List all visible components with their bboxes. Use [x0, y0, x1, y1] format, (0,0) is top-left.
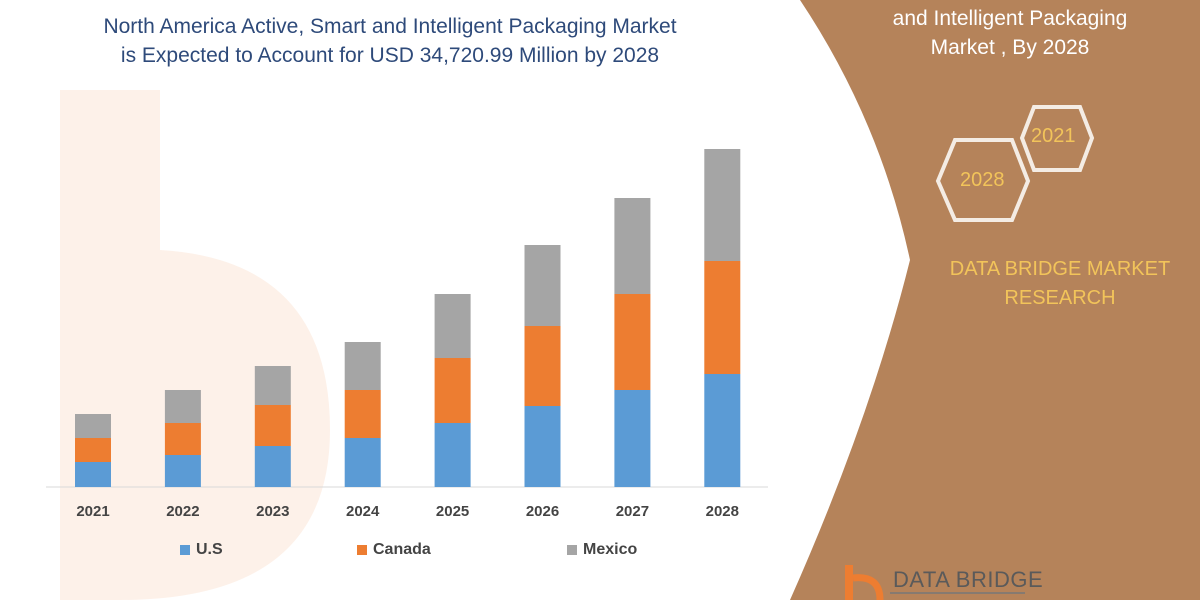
brand-name: DATA BRIDGE MARKET RESEARCH	[920, 255, 1200, 313]
bar-mexico-2021	[75, 414, 111, 438]
bar-canada-2024	[344, 390, 381, 438]
title-line-2: is Expected to Account for USD 34,720.99…	[120, 44, 660, 67]
bar-mexico-2027	[614, 198, 651, 294]
hex-label-end: 2028	[960, 169, 1005, 191]
brand-line-1: DATA BRIDGE MARKET	[949, 258, 1171, 280]
legend-item: Mexico	[567, 541, 637, 559]
bar-us-2025	[434, 423, 471, 487]
side-title-line-2: Market , By 2028	[930, 36, 1090, 59]
side-title: and Intelligent Packaging Market , By 20…	[860, 4, 1160, 62]
hex-2028-icon	[935, 138, 1031, 222]
legend-swatch	[567, 545, 577, 555]
logo-text: DATA BRIDGE	[893, 567, 1044, 592]
legend-label: Mexico	[583, 541, 638, 558]
x-tick-label: 2025	[435, 503, 470, 520]
bar-canada-2026	[524, 326, 561, 406]
bar-canada-2025	[434, 358, 471, 423]
legend-swatch	[357, 545, 367, 555]
bar-canada-2027	[614, 294, 651, 390]
legend-item: Canada	[357, 541, 431, 559]
hex-2021-icon	[1019, 105, 1095, 172]
bar-mexico-2028	[704, 149, 741, 261]
side-title-line-1: and Intelligent Packaging	[892, 7, 1128, 30]
side-panel	[790, 0, 1200, 600]
logo-icon	[845, 565, 1025, 600]
x-tick-label: 2027	[615, 503, 650, 520]
x-tick-label: 2028	[705, 503, 739, 520]
bar-us-2027	[614, 390, 651, 487]
x-tick-label: 2026	[525, 503, 560, 520]
bar-mexico-2026	[524, 245, 561, 326]
x-tick-label: 2024	[346, 503, 380, 520]
title-line-1: North America Active, Smart and Intellig…	[103, 15, 677, 38]
legend-item: U.S	[180, 541, 223, 559]
bar-canada-2021	[75, 438, 111, 462]
x-tick-label: 2021	[76, 503, 110, 520]
bar-mexico-2023	[254, 366, 291, 405]
bar-canada-2022	[164, 423, 201, 455]
bar-canada-2023	[254, 405, 291, 446]
chart-title: North America Active, Smart and Intellig…	[20, 12, 760, 70]
legend-label: Canada	[373, 541, 431, 558]
brand-line-2: RESEARCH	[1004, 287, 1116, 309]
bar-us-2021	[75, 462, 111, 487]
x-tick-label: 2023	[256, 503, 290, 520]
x-tick-label: 2022	[166, 503, 200, 520]
bar-canada-2028	[704, 261, 741, 374]
bar-us-2026	[524, 406, 561, 487]
bar-mexico-2022	[164, 390, 201, 423]
bar-us-2023	[254, 446, 291, 487]
legend-swatch	[180, 545, 190, 555]
hex-label-start: 2021	[1031, 125, 1076, 147]
legend-label: U.S	[196, 541, 223, 558]
bar-us-2028	[704, 374, 741, 487]
bar-us-2024	[344, 438, 381, 487]
watermark-logo	[60, 90, 330, 600]
bar-us-2022	[164, 455, 201, 487]
bar-mexico-2025	[434, 294, 471, 358]
bar-mexico-2024	[344, 342, 381, 390]
